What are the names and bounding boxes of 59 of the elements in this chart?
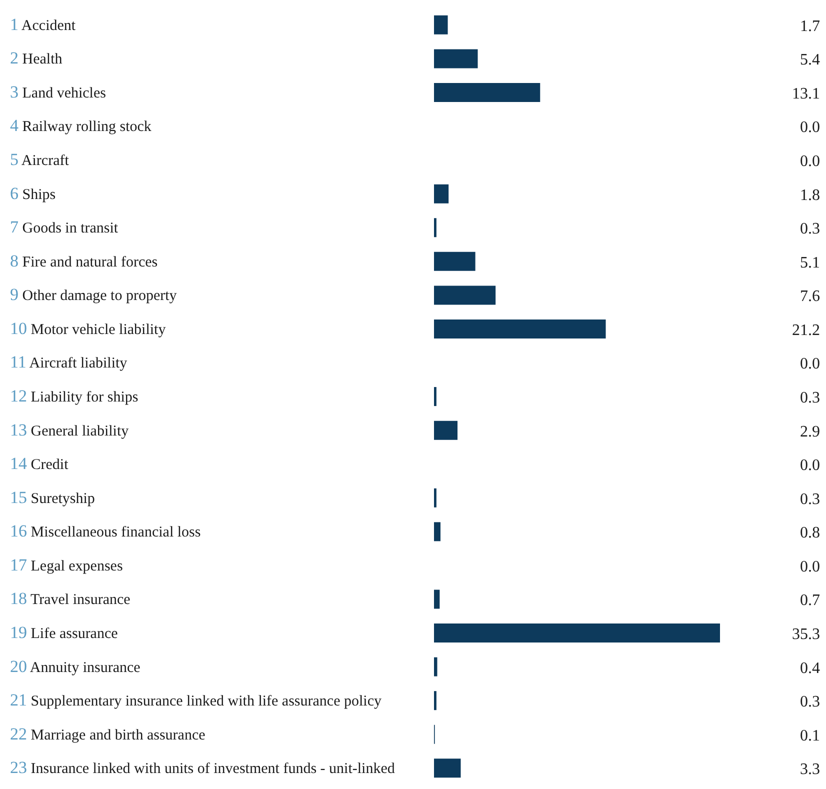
- data-label: 1.7: [800, 18, 820, 35]
- bar: [434, 657, 438, 676]
- data-label: 0.3: [800, 694, 820, 711]
- y-tick-label: 1 Accident: [10, 14, 76, 34]
- data-label: 0.3: [800, 390, 820, 406]
- y-tick-label: 18 Travel insurance: [10, 589, 131, 608]
- data-label: 0.0: [800, 119, 820, 136]
- data-label: 5.4: [800, 52, 820, 69]
- y-tick-label: 13 General liability: [10, 420, 130, 440]
- y-tick-label: 22 Marriage and birth assurance: [10, 724, 206, 744]
- bar: [434, 286, 496, 305]
- y-tick-label: 5 Aircraft: [10, 150, 70, 170]
- data-label: 5.1: [800, 254, 820, 272]
- y-tick-label: 9 Other damage to property: [10, 285, 178, 304]
- bar: [434, 252, 476, 271]
- y-tick-label: 11 Aircraft liability: [10, 352, 128, 372]
- data-label: 21.2: [792, 322, 820, 339]
- data-label: 0.4: [800, 660, 820, 677]
- bar: [434, 624, 720, 643]
- data-label: 35.3: [792, 626, 820, 643]
- y-tick-label: 4 Railway rolling stock: [10, 116, 152, 136]
- data-label: 1.8: [800, 186, 820, 204]
- y-tick-label: 2 Health: [10, 48, 63, 68]
- bar: [434, 82, 540, 102]
- y-tick-label: 17 Legal expenses: [10, 555, 123, 574]
- bar: [434, 49, 478, 68]
- bar: [434, 184, 449, 204]
- data-label: 13.1: [792, 85, 820, 102]
- y-tick-label: 14 Credit: [10, 454, 70, 474]
- y-tick-label: 16 Miscellaneous financial loss: [10, 522, 201, 541]
- bar: [434, 15, 448, 34]
- y-tick-label: 12 Liability for ships: [10, 386, 138, 406]
- y-tick-label: 15 Suretyship: [10, 488, 95, 507]
- y-tick-label: 20 Annuity insurance: [10, 656, 141, 676]
- data-label: 0.0: [800, 558, 820, 576]
- bar: [434, 319, 606, 338]
- data-label: 0.1: [800, 727, 820, 744]
- data-label: 2.9: [800, 423, 820, 440]
- y-tick-label: 21 Supplementary insurance linked with life assurance policy: [10, 690, 382, 710]
- bar: [434, 420, 458, 440]
- data-label: 0.0: [800, 457, 820, 474]
- bar: [434, 758, 461, 778]
- data-label: 7.6: [800, 288, 820, 306]
- y-tick-label: 3 Land vehicles: [10, 82, 106, 102]
- data-label: 0.0: [800, 153, 820, 170]
- y-tick-label: 10 Motor vehicle liability: [10, 318, 166, 338]
- bar: [434, 590, 440, 609]
- data-label: 0.3: [800, 220, 820, 238]
- data-label: 0.3: [800, 490, 820, 508]
- y-tick-label: 6 Ships: [10, 184, 56, 203]
- y-tick-label: 8 Fire and natural forces: [10, 251, 158, 270]
- data-label: 0.7: [800, 592, 820, 610]
- data-label: 0.0: [800, 356, 820, 373]
- data-label: 3.3: [800, 761, 820, 778]
- y-tick-label: 7 Goods in transit: [10, 218, 119, 237]
- bar: [434, 522, 440, 542]
- y-tick-label: 23 Insurance linked with units of investment funds - unit-linked: [10, 758, 396, 778]
- y-tick-label: 19 Life assurance: [10, 622, 118, 642]
- data-label: 0.8: [800, 524, 820, 542]
